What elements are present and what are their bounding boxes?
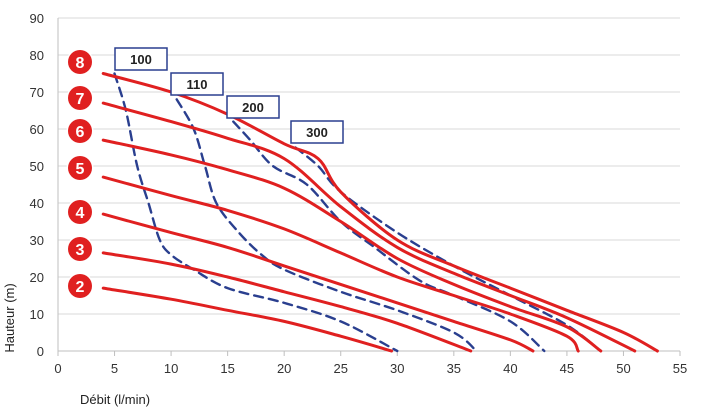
speed-label-text: 110 — [187, 77, 208, 92]
x-tick-label: 45 — [560, 361, 574, 376]
y-tick-labels: 0 10 20 30 40 50 60 70 80 90 — [30, 11, 44, 359]
speed-label-300: 300 — [290, 120, 344, 144]
stage-curve-3 — [101, 251, 473, 353]
speed-label-box — [226, 95, 280, 119]
y-tick-label: 80 — [30, 48, 44, 63]
y-tick-label: 10 — [30, 307, 44, 322]
speed-label-200: 200 — [226, 95, 280, 119]
stage-curve-6 — [101, 138, 603, 353]
badge-circle — [68, 200, 92, 224]
badge-circle — [68, 86, 92, 110]
y-tick-label: 20 — [30, 270, 44, 285]
y-tick-label: 50 — [30, 159, 44, 174]
x-tick-label: 25 — [333, 361, 347, 376]
x-tick-label: 10 — [164, 361, 178, 376]
stage-badge-label: 6 — [76, 124, 85, 141]
x-tick-label: 20 — [277, 361, 291, 376]
y-tick-label: 30 — [30, 233, 44, 248]
x-tick-label: 5 — [111, 361, 118, 376]
stage-curve-8 — [101, 72, 659, 353]
stage-badge-label: 8 — [76, 55, 85, 72]
y-tick-label: 40 — [30, 196, 44, 211]
stage-badge-5: 5 — [66, 154, 94, 182]
speed-label-box — [290, 120, 344, 144]
stage-curve-2 — [101, 286, 394, 353]
speed-label-110: 110 — [170, 72, 224, 96]
speed-label-text: 100 — [130, 52, 152, 67]
x-tick-label: 55 — [673, 361, 687, 376]
stage-curve-5 — [101, 175, 580, 353]
badge-circle — [68, 274, 92, 298]
x-tick-label: 0 — [54, 361, 61, 376]
x-tick-label: 30 — [390, 361, 404, 376]
speed-label-100: 100 — [114, 47, 168, 71]
stage-badge-3: 3 — [66, 235, 94, 263]
speed-labels: 100 110 200 300 — [114, 47, 344, 144]
stage-curves — [101, 72, 659, 353]
x-tick-label: 40 — [503, 361, 517, 376]
stage-badge-label: 7 — [76, 91, 85, 108]
speed-label-box — [170, 72, 224, 96]
badge-circle — [68, 119, 92, 143]
speed-curve-110 — [175, 98, 478, 353]
grid-lines — [58, 17, 680, 352]
x-tick-label: 15 — [220, 361, 234, 376]
stage-badge-4: 4 — [66, 198, 94, 226]
y-tick-label: 90 — [30, 11, 44, 26]
speed-label-box — [114, 47, 168, 71]
stage-badge-label: 2 — [76, 279, 85, 296]
stage-badge-label: 4 — [76, 205, 85, 222]
x-axis-title: Débit (l/min) — [80, 392, 150, 407]
stage-curve-7 — [101, 101, 637, 353]
stage-badges: 2 3 4 5 6 7 8 — [66, 48, 94, 300]
speed-label-text: 200 — [242, 100, 264, 115]
speed-curve-300 — [294, 146, 602, 353]
y-tick-label: 60 — [30, 122, 44, 137]
speed-curves — [113, 72, 602, 353]
stage-badge-6: 6 — [66, 117, 94, 145]
speed-curve-100 — [113, 72, 399, 353]
stage-badge-label: 3 — [76, 242, 85, 259]
axes — [57, 18, 681, 356]
badge-circle — [68, 50, 92, 74]
x-tick-label: 35 — [447, 361, 461, 376]
stage-badge-label: 5 — [76, 161, 85, 178]
badge-circle — [68, 156, 92, 180]
stage-badge-8: 8 — [66, 48, 94, 76]
x-tick-label: 50 — [616, 361, 630, 376]
stage-curve-4 — [101, 212, 535, 353]
speed-label-text: 300 — [306, 125, 328, 140]
y-axis-title: Hauteur (m) — [2, 283, 17, 352]
stage-badge-2: 2 — [66, 272, 94, 300]
y-tick-label: 70 — [30, 85, 44, 100]
speed-curve-200 — [232, 120, 546, 353]
stage-badge-7: 7 — [66, 84, 94, 112]
x-tick-labels: 0 5 10 15 20 25 30 35 40 45 50 55 — [54, 361, 687, 376]
badge-circle — [68, 237, 92, 261]
y-tick-label: 0 — [37, 344, 44, 359]
